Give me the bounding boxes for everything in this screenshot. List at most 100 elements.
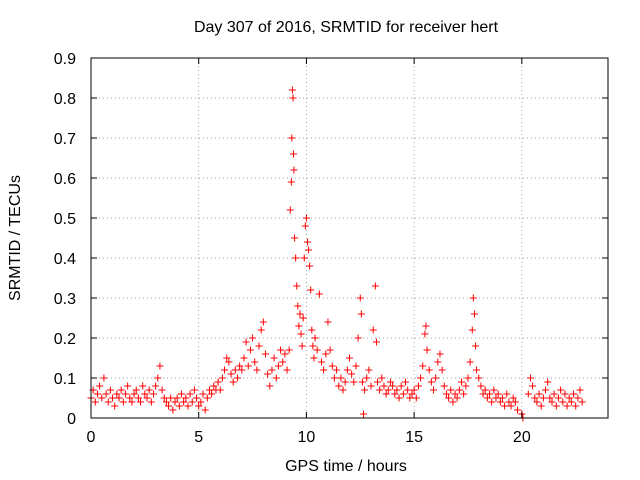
data-points [87, 86, 586, 422]
data-point [132, 386, 140, 394]
data-point [479, 390, 487, 398]
grid-lines [91, 58, 608, 418]
axis-ticks: 0 0.1 0.2 0.3 0.4 0.5 0.6 0.7 0.8 0.9 0 5 10 15 20 [54, 51, 608, 446]
data-point [427, 378, 435, 386]
data-point [352, 362, 360, 370]
x-tick-label: 5 [194, 429, 203, 446]
data-point [253, 366, 261, 374]
data-point [408, 390, 416, 398]
data-point [511, 398, 519, 406]
data-point [162, 398, 170, 406]
data-point [539, 394, 547, 402]
data-point [109, 394, 117, 402]
data-point [337, 374, 345, 382]
data-point [272, 374, 280, 382]
data-point [223, 354, 231, 362]
data-point [286, 206, 294, 214]
data-point [563, 402, 571, 410]
data-point [369, 326, 377, 334]
data-point [257, 326, 265, 334]
data-point [180, 398, 188, 406]
data-point [246, 346, 254, 354]
data-point [350, 378, 358, 386]
data-point [406, 394, 414, 402]
x-axis-label: GPS time / hours [285, 458, 407, 475]
data-point [303, 238, 311, 246]
data-point [93, 390, 101, 398]
data-point [472, 342, 480, 350]
data-point [477, 382, 485, 390]
data-point [453, 394, 461, 402]
data-point [576, 386, 584, 394]
data-point [287, 178, 295, 186]
data-point [306, 262, 314, 270]
data-point [382, 390, 390, 398]
data-point [205, 386, 213, 394]
data-point [455, 386, 463, 394]
data-point [221, 366, 229, 374]
data-point [567, 398, 575, 406]
data-point [570, 390, 578, 398]
data-point [259, 318, 267, 326]
data-point [574, 394, 582, 402]
data-point [195, 402, 203, 410]
data-point [309, 342, 317, 350]
data-point [124, 382, 132, 390]
data-point [330, 374, 338, 382]
data-point [565, 394, 573, 402]
data-point [182, 394, 190, 402]
data-point [343, 366, 351, 374]
data-point [154, 374, 162, 382]
data-point [419, 362, 427, 370]
x-tick-label: 10 [298, 429, 316, 446]
data-point [249, 334, 257, 342]
x-tick-label: 20 [513, 429, 531, 446]
data-point [402, 378, 410, 386]
data-point [147, 398, 155, 406]
data-point [119, 398, 127, 406]
data-point [199, 390, 207, 398]
data-point [507, 402, 515, 410]
data-point [346, 354, 353, 362]
data-point [378, 374, 386, 382]
data-point [300, 254, 308, 262]
data-point [360, 410, 368, 418]
data-point [299, 314, 307, 322]
data-point [302, 214, 310, 222]
data-point [285, 346, 293, 354]
data-point [557, 386, 565, 394]
x-tick-label: 15 [405, 429, 423, 446]
data-point [160, 394, 168, 402]
data-point [561, 390, 569, 398]
data-point [288, 134, 296, 142]
data-point [193, 394, 201, 402]
data-point [308, 326, 316, 334]
data-point [550, 390, 558, 398]
data-point [357, 310, 365, 318]
data-point [165, 402, 173, 410]
data-point [391, 390, 399, 398]
data-point [537, 402, 545, 410]
data-point [152, 382, 160, 390]
data-point [432, 374, 440, 382]
data-point [464, 374, 472, 382]
data-point [372, 338, 380, 346]
data-point [274, 362, 282, 370]
data-point [533, 398, 541, 406]
data-point [559, 398, 567, 406]
data-point [277, 346, 285, 354]
data-point [143, 394, 151, 402]
data-point [498, 394, 506, 402]
data-point [348, 370, 356, 378]
data-point [451, 390, 459, 398]
data-point [324, 318, 332, 326]
y-tick-label: 0.3 [54, 291, 76, 308]
data-point [374, 378, 382, 386]
data-point [294, 302, 302, 310]
y-tick-label: 0 [67, 411, 76, 428]
data-point [91, 398, 99, 406]
data-point [425, 366, 433, 374]
data-point [106, 386, 114, 394]
data-point [216, 386, 224, 394]
data-point [290, 166, 298, 174]
